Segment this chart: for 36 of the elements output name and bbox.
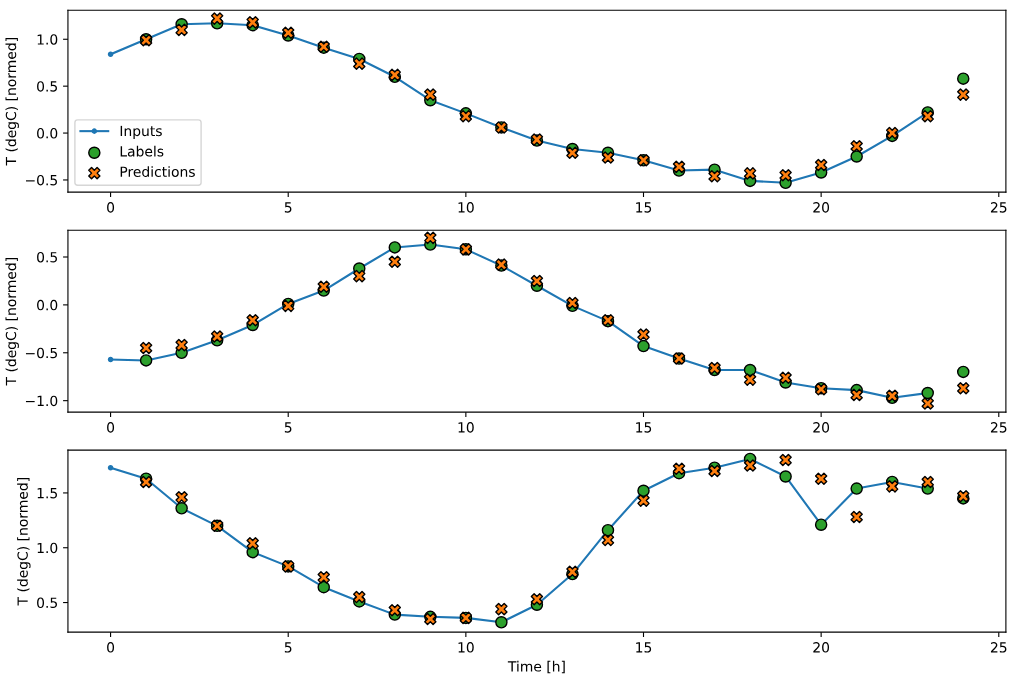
x-tick-label: 10 [458, 202, 474, 213]
x-tick-label: 15 [636, 202, 652, 213]
x-tick-label: 0 [107, 202, 115, 213]
x-tick-label: 20 [813, 642, 830, 653]
legend-label: Predictions [120, 166, 195, 177]
x-tick-label: 20 [813, 202, 830, 213]
x-tick-label: 25 [990, 642, 1007, 653]
x-tick-label: 25 [990, 422, 1007, 433]
y-tick-label: 1.5 [37, 488, 57, 499]
x-tick-label: 0 [107, 642, 115, 653]
x-tick-label: 20 [813, 422, 830, 433]
y-tick-label: −0.5 [25, 174, 57, 186]
y-tick-label: 1.0 [37, 542, 58, 554]
legend-label: Labels [120, 145, 164, 157]
x-tick-label: 15 [636, 642, 652, 653]
y-tick-label: 0.0 [37, 128, 58, 139]
legend-label: Inputs [120, 125, 162, 139]
x-tick-label: 10 [458, 642, 474, 653]
x-tick-label: 25 [990, 202, 1007, 213]
x-tick-label: 5 [284, 642, 292, 653]
x-axis-title: Time [h] [507, 660, 565, 674]
y-tick-label: 0.5 [37, 81, 57, 92]
x-tick-label: 5 [284, 422, 292, 433]
y-tick-label: −0.5 [25, 347, 57, 359]
y-axis-title: T (degC) [normed] [17, 478, 31, 606]
x-tick-label: 15 [636, 422, 652, 433]
x-tick-label: 5 [284, 202, 292, 213]
y-axis-title: T (degC) [normed] [5, 38, 19, 166]
y-tick-label: 1.0 [37, 34, 58, 45]
y-tick-label: 0.5 [37, 251, 57, 263]
x-tick-label: 10 [458, 422, 474, 433]
y-tick-label: 0.5 [37, 597, 57, 609]
y-axis-title: T (degC) [normed] [5, 258, 19, 386]
y-tick-label: −1.0 [25, 395, 58, 407]
y-tick-label: 0.0 [37, 299, 58, 311]
x-tick-label: 0 [107, 422, 115, 433]
